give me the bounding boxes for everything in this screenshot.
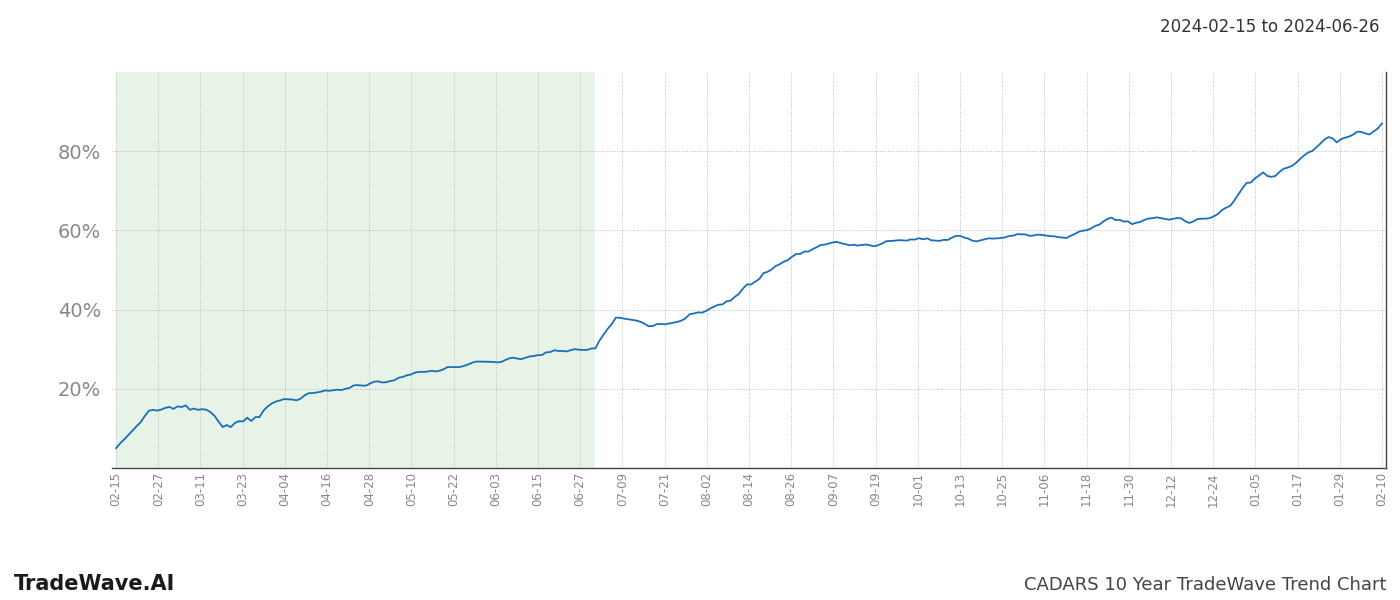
Bar (116, 72, 595, 468)
Text: TradeWave.AI: TradeWave.AI (14, 574, 175, 594)
Text: 2024-02-15 to 2024-06-26: 2024-02-15 to 2024-06-26 (1159, 18, 1379, 36)
Text: CADARS 10 Year TradeWave Trend Chart: CADARS 10 Year TradeWave Trend Chart (1023, 576, 1386, 594)
